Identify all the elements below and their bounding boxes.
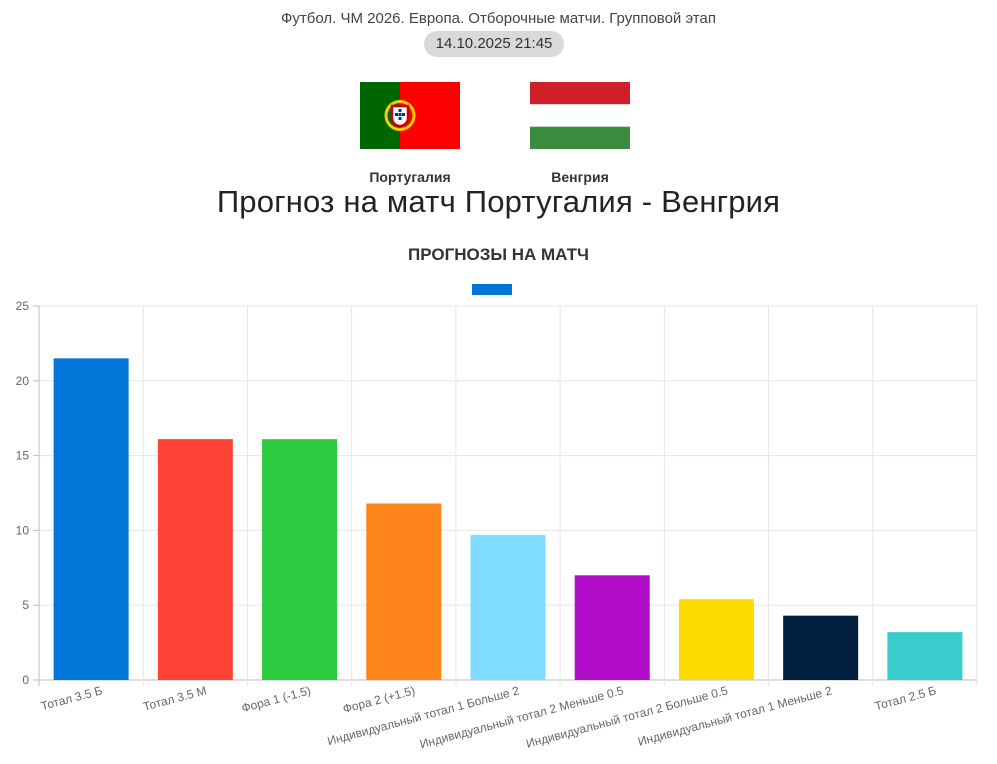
x-tick-label: Индивидуальный тотал 1 Меньше 2 — [636, 683, 833, 748]
x-tick-label: Фора 1 (-1.5) — [240, 683, 312, 715]
section-title-underline — [472, 284, 512, 295]
bar-8 — [783, 615, 859, 680]
y-tick-label: 0 — [22, 673, 29, 687]
y-tick-label: 10 — [16, 523, 30, 537]
bar-6 — [574, 575, 650, 680]
y-tick-label: 15 — [16, 449, 30, 463]
y-tick-label: 20 — [16, 374, 30, 388]
y-tick-label: 5 — [22, 598, 29, 612]
x-tick-label: Фора 2 (+1.5) — [341, 683, 416, 716]
section-title: ПРОГНОЗЫ НА МАТЧ — [408, 245, 589, 264]
bar-2 — [157, 439, 233, 680]
hungary-flag-icon — [530, 82, 630, 149]
x-tick-label: Тотал 3.5 М — [142, 683, 209, 713]
bar-7 — [678, 599, 754, 680]
bar-4 — [366, 503, 442, 680]
competition-title: Футбол. ЧМ 2026. Европа. Отборочные матч… — [281, 10, 716, 27]
x-tick-label: Тотал 3.5 Б — [39, 683, 104, 713]
page-title: Прогноз на матч Португалия - Венгрия — [216, 184, 781, 219]
bar-5 — [470, 534, 546, 680]
bar-1 — [53, 358, 129, 680]
bar-3 — [262, 439, 338, 680]
bar-9 — [887, 632, 963, 680]
home-team-name[interactable]: Португалия — [369, 169, 451, 185]
x-tick-label: Тотал 2.5 Б — [873, 683, 938, 713]
y-tick-label: 25 — [16, 299, 30, 313]
x-tick-label: Индивидуальный тотал 2 Больше 0.5 — [525, 683, 730, 750]
portugal-flag-icon — [360, 82, 460, 149]
away-team-name[interactable]: Венгрия — [551, 169, 609, 185]
match-datetime-badge: 14.10.2025 21:45 — [424, 31, 564, 57]
x-tick-label: Индивидуальный тотал 2 Меньше 0.5 — [418, 683, 625, 751]
